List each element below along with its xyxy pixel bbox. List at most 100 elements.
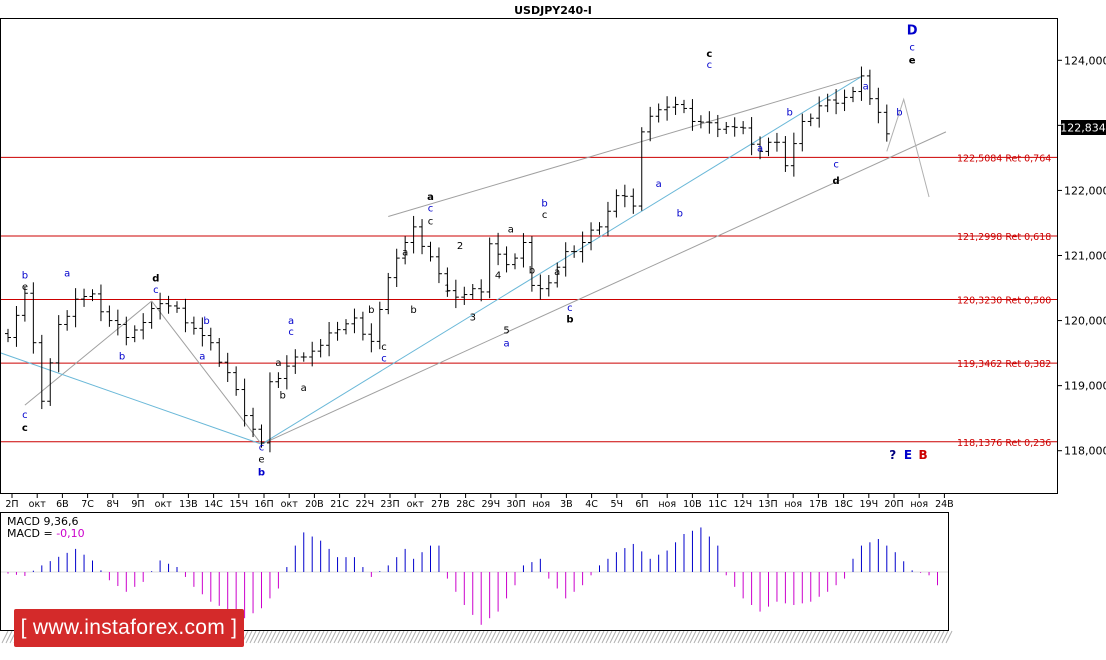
macd-hatch: [1, 630, 9, 644]
macd-hatch: [685, 630, 693, 644]
x-tick-label: 15Ч: [229, 499, 248, 510]
ohlc-bar: [326, 322, 333, 357]
macd-hatch: [645, 630, 653, 644]
ohlc-bar: [672, 96, 679, 115]
macd-hatch: [485, 630, 493, 644]
ohlc-bar: [630, 188, 637, 214]
wave-label: ?: [889, 448, 896, 462]
ohlc-bar: [207, 327, 214, 351]
macd-hatch: [741, 630, 749, 644]
ohlc-bar: [30, 282, 37, 354]
y-tick-label: 124,000: [1064, 54, 1106, 67]
ohlc-bar: [681, 99, 687, 114]
ohlc-bar: [714, 114, 721, 138]
macd-hatch: [545, 630, 553, 644]
macd-hatch: [453, 630, 461, 644]
macd-hatch: [313, 630, 321, 644]
macd-hatch: [537, 630, 545, 644]
ohlc-bar: [706, 111, 713, 134]
macd-hatch: [889, 630, 897, 644]
ohlc-bar: [131, 325, 138, 343]
ohlc-bar: [621, 184, 628, 208]
macd-hatch: [913, 630, 921, 644]
macd-hatch: [357, 630, 365, 644]
wave-label: e: [22, 282, 28, 293]
macd-hatch: [413, 630, 421, 644]
macd-hatch: [609, 630, 617, 644]
macd-hatch: [753, 630, 761, 644]
macd-hatch: [585, 630, 593, 644]
macd-legend-label: MACD =: [7, 527, 56, 540]
macd-hatch: [857, 630, 865, 644]
ohlc-bar: [588, 222, 595, 251]
x-tick-label: окт: [281, 499, 299, 510]
macd-hatch: [877, 630, 885, 644]
macd-hatch: [801, 630, 809, 644]
macd-hatch: [373, 630, 381, 644]
macd-hatch: [821, 630, 829, 644]
ohlc-bar: [393, 248, 400, 287]
macd-hatch: [601, 630, 609, 644]
macd-hatch: [937, 630, 945, 644]
trend-line: [388, 76, 862, 217]
macd-hatch: [737, 630, 745, 644]
ohlc-bar: [613, 189, 620, 218]
macd-hatch: [637, 630, 645, 644]
ohlc-bar: [697, 115, 704, 129]
x-tick-label: 30П: [506, 499, 525, 510]
ohlc-bar: [174, 301, 180, 313]
ohlc-bar: [81, 288, 88, 307]
trend-line: [0, 352, 262, 445]
macd-hatch: [497, 630, 505, 644]
macd-hatch: [869, 630, 877, 644]
macd-hatch: [945, 630, 953, 644]
axes: 118,000119,000120,000121,000122,000123,0…: [5, 54, 1106, 510]
x-tick-label: 28С: [456, 499, 475, 510]
wave-label: c: [567, 303, 573, 314]
ohlc-bar: [858, 66, 865, 101]
wave-label: 3: [470, 313, 476, 324]
main-plot-frame: [0, 18, 1058, 494]
ohlc-bar: [216, 338, 223, 367]
macd-hatch: [757, 630, 765, 644]
macd-hatch: [933, 630, 941, 644]
macd-hatch: [665, 630, 673, 644]
ohlc-bar: [21, 286, 28, 322]
macd-hatch: [477, 630, 485, 644]
ohlc-bar: [283, 355, 290, 390]
macd-hatch: [941, 630, 949, 644]
macd-hatch: [669, 630, 677, 644]
macd-hatch: [773, 630, 781, 644]
macd-hatch: [905, 630, 913, 644]
macd-hatch: [633, 630, 641, 644]
wave-label: c: [909, 43, 915, 54]
x-tick-label: 18С: [834, 499, 853, 510]
ohlc-bar: [799, 113, 806, 152]
wave-label: c: [428, 203, 434, 214]
macd-hatch: [817, 630, 825, 644]
wave-label: b: [786, 108, 792, 119]
wave-label: a: [402, 248, 408, 259]
ohlc-bar: [97, 284, 104, 322]
ohlc-bar: [790, 132, 797, 177]
ohlc-bar: [224, 352, 231, 382]
wave-label: a: [554, 267, 560, 278]
macd-hatch: [533, 630, 541, 644]
macd-hatch: [641, 630, 649, 644]
macd-hatch: [365, 630, 373, 644]
ohlc-bar: [368, 323, 375, 353]
macd-hatch: [657, 630, 665, 644]
ohlc-bar: [807, 113, 814, 127]
ohlc-bar: [478, 279, 485, 302]
macd-hatch: [797, 630, 805, 644]
ohlc-bar: [258, 424, 265, 448]
ohlc-bar: [182, 298, 189, 333]
macd-hatch: [761, 630, 769, 644]
ohlc-bar: [317, 339, 324, 358]
ohlc-bar: [359, 311, 366, 341]
y-tick-label: 120,000: [1064, 315, 1106, 328]
ohlc-bar: [199, 317, 206, 347]
macd-hatch: [265, 630, 273, 644]
wave-label: 1: [444, 283, 450, 294]
